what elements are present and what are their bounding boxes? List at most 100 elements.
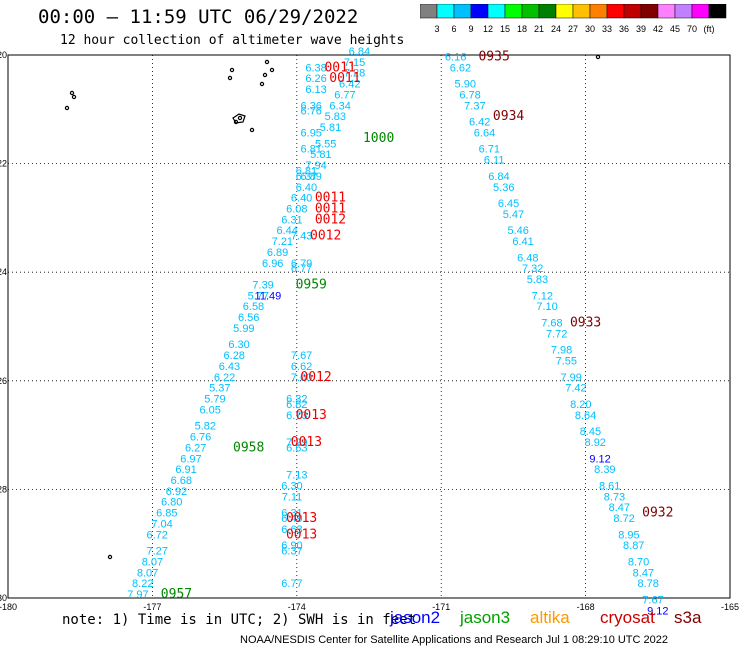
pass-time-label: 0013	[286, 527, 317, 542]
swh-value-label: 8.70	[628, 556, 649, 568]
footer-credit: NOAA/NESDIS Center for Satellite Applica…	[240, 634, 669, 646]
swh-value-label: 7.55	[556, 356, 577, 368]
swh-value-label: 6.38	[305, 62, 326, 74]
swh-value-label: 7.32	[522, 263, 543, 275]
swh-value-label: 6.73	[286, 410, 307, 422]
swh-value-label: 6.84	[488, 171, 509, 183]
swh-value-label: 6.31	[281, 508, 302, 520]
swh-value-label: 6.64	[474, 127, 495, 139]
colorbar-tick-label: 21	[534, 24, 544, 34]
swh-value-label: 6.30	[281, 480, 302, 492]
swh-value-label: 6.95	[301, 127, 322, 139]
pass-time-label: 0013	[296, 408, 327, 423]
swh-value-label: 6.90	[281, 540, 302, 552]
swh-value-label: 8.22	[132, 578, 153, 590]
swh-value-label: 7.00	[291, 372, 312, 384]
swh-value-label: 8.95	[618, 529, 639, 541]
swh-value-label: 7.68	[541, 318, 562, 330]
y-tick-label: -30	[0, 593, 7, 603]
pass-time-label: 0012	[315, 212, 346, 227]
swh-value-label: 8.64	[575, 410, 596, 422]
pass-time-label: 0011	[329, 71, 360, 86]
swh-value-label: 8.47	[609, 502, 630, 514]
swh-value-label: 6.28	[224, 350, 245, 362]
colorbar-swatch	[708, 4, 727, 19]
swh-value-label: 5.82	[195, 421, 216, 433]
note-text: note: 1) Time is in UTC; 2) SWH is in fe…	[62, 612, 417, 628]
swh-value-label: 6.49	[281, 513, 302, 525]
swh-value-label: 7.29	[286, 437, 307, 449]
colorbar-tick-label: 30	[585, 24, 595, 34]
swh-value-label: 7.13	[286, 470, 307, 482]
pass-time-label: 1000	[363, 131, 394, 146]
island-shape	[237, 115, 243, 121]
swh-value-label: 7.12	[532, 290, 553, 302]
swh-value-label: 5.83	[325, 111, 346, 123]
colorbar-tick-label: 70	[687, 24, 697, 34]
swh-value-label: 6.79	[291, 258, 312, 270]
swh-value-label: 7.67	[642, 594, 663, 606]
swh-value-label: 7.97	[127, 589, 148, 601]
plot-frame	[7, 54, 731, 599]
y-tick-label: -24	[0, 267, 7, 277]
colorbar-tick-label: 42	[653, 24, 663, 34]
swh-value-label: 7.11	[282, 491, 303, 503]
colorbar-tick-label: 45	[670, 24, 680, 34]
swh-value-label: 6.31	[281, 214, 302, 226]
y-tick-label: -26	[0, 376, 7, 386]
island-shape	[249, 127, 255, 133]
colorbar-tick-label: 12	[483, 24, 493, 34]
island-shape	[229, 67, 235, 73]
swh-value-label: 6.40	[296, 182, 317, 194]
swh-value-label: 6.37	[281, 546, 302, 558]
colorbar-tick-label: 6	[451, 24, 456, 34]
swh-value-label: 6.45	[498, 198, 519, 210]
swh-value-label: 6.77	[334, 89, 355, 101]
swh-value-label: 8.39	[594, 464, 615, 476]
color-scale-legend: 3 6 9 12 15 18 21 24 27 30 33 36 39 42 45 70 (ft)	[420, 4, 727, 34]
colorbar-tick-label: 3	[434, 24, 439, 34]
swh-value-label: 5.81	[320, 122, 341, 134]
swh-value-label: 7.42	[565, 383, 586, 395]
island-shape	[259, 81, 265, 87]
island-outlines	[64, 54, 601, 560]
swh-value-label: 6.81	[301, 144, 322, 156]
swh-value-label: 5.55	[315, 138, 336, 150]
swh-value-label: 6.77	[291, 263, 312, 275]
swh-value-label: 6.48	[517, 252, 538, 264]
swh-value-label: 6.68	[171, 475, 192, 487]
swh-value-label: 6.08	[286, 203, 307, 215]
pass-time-label: 0012	[300, 370, 331, 385]
swh-value-label: 7.43	[291, 231, 312, 243]
swh-value-label: 6.27	[185, 442, 206, 454]
swh-value-label: 7.98	[551, 345, 572, 357]
swh-value-label: 6.44	[276, 225, 297, 237]
legend-s3a: s3a	[674, 608, 702, 627]
swh-value-label: 5.47	[503, 209, 524, 221]
x-tick-label: -171	[432, 602, 450, 612]
swh-value-label: 7.10	[536, 301, 557, 313]
legend-jason2: jason2	[390, 608, 441, 627]
x-tick-label: -180	[0, 602, 17, 612]
swh-value-label: 6.76	[190, 432, 211, 444]
swh-value-label: 6.26	[305, 73, 326, 85]
swh-value-label: 6.11	[484, 155, 505, 167]
swh-value-label: 7.15	[344, 57, 365, 69]
colorbar-tick-label: 9	[468, 24, 473, 34]
swh-value-label: 6.72	[147, 529, 168, 541]
swh-value-label: 5.83	[527, 274, 548, 286]
swh-value-label: 7.04	[151, 518, 172, 530]
colorbar-tick-label: 36	[619, 24, 629, 34]
colorbar-tick-label: 39	[636, 24, 646, 34]
swh-value-label: 7.99	[560, 372, 581, 384]
swh-value-label: 8.07	[142, 556, 163, 568]
swh-value-label: 6.30	[228, 339, 249, 351]
swh-value-label: 6.76	[301, 106, 322, 118]
pass-time-label: 0958	[233, 440, 264, 455]
pass-time-label: 0932	[642, 506, 673, 521]
swh-value-label: 6.62	[450, 62, 471, 74]
swh-value-label: 8.20	[570, 399, 591, 411]
legend-jason3: jason3	[460, 608, 511, 627]
island-shape	[595, 54, 601, 60]
